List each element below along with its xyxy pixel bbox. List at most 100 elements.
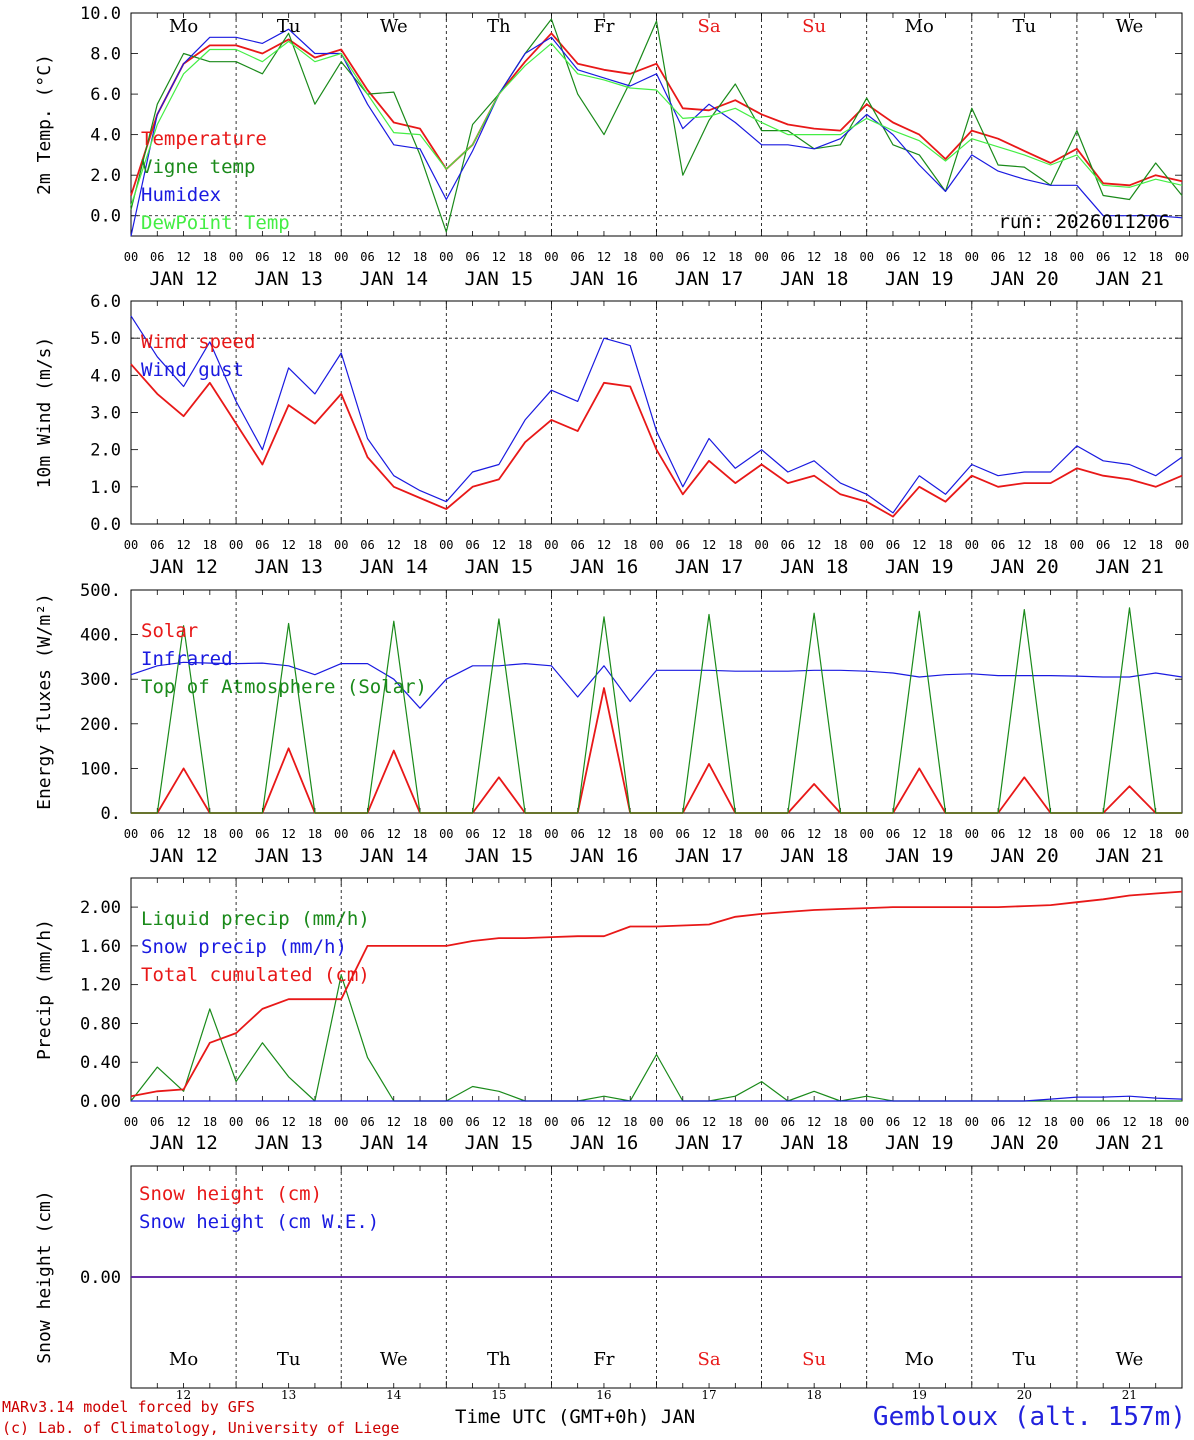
legend-entry: Infrared	[141, 648, 233, 670]
weekday-label-top: Sa	[698, 16, 721, 37]
weekday-label-top: Su	[802, 16, 826, 37]
hour-tick-label: 00	[649, 538, 663, 552]
hour-tick-label: 12	[492, 538, 506, 552]
series-line-snow-precip-mm-h-	[131, 1095, 1183, 1102]
hour-tick-label: 00	[1070, 827, 1084, 841]
date-label: JAN 14	[359, 268, 428, 290]
y-tick-label: 4.0	[90, 366, 121, 386]
hour-tick-label: 12	[387, 250, 401, 264]
hour-tick-label: 18	[518, 538, 532, 552]
y-tick-label: 1.20	[80, 976, 121, 996]
hour-tick-label: 06	[255, 250, 269, 264]
hour-tick-label: 06	[150, 1115, 164, 1129]
hour-tick-label: 18	[728, 827, 742, 841]
run-label: run: 2026011206	[998, 211, 1170, 233]
day-number-label: 16	[596, 1388, 611, 1400]
date-label: JAN 19	[885, 845, 954, 867]
credit-line-1: MARv3.14 model forced by GFS	[2, 1398, 255, 1416]
y-axis-label: Precip (mm/h)	[34, 919, 55, 1060]
hour-tick-label: 12	[597, 1115, 611, 1129]
hour-tick-label: 00	[859, 1115, 873, 1129]
hour-tick-label: 06	[676, 1115, 690, 1129]
y-tick-label: 100.	[80, 759, 121, 779]
y-tick-label: 4.0	[90, 126, 121, 146]
hour-tick-label: 12	[807, 1115, 821, 1129]
date-label: JAN 16	[570, 268, 639, 290]
y-tick-label: 400.	[80, 626, 121, 646]
hour-tick-label: 00	[859, 538, 873, 552]
hour-tick-label: 06	[570, 538, 584, 552]
hour-tick-label: 12	[387, 827, 401, 841]
hour-tick-label: 00	[1175, 250, 1189, 264]
y-tick-label: 10.0	[80, 4, 121, 24]
hour-tick-label: 18	[308, 827, 322, 841]
date-label: JAN 20	[990, 845, 1059, 867]
day-number-label: 14	[386, 1388, 402, 1400]
day-number-label: 15	[491, 1388, 506, 1400]
y-tick-label: 0.80	[80, 1014, 121, 1034]
y-tick-label: 2.0	[90, 166, 121, 186]
hour-tick-label: 00	[859, 250, 873, 264]
hour-tick-label: 00	[965, 827, 979, 841]
hour-tick-label: 12	[807, 538, 821, 552]
date-label: JAN 20	[990, 1132, 1059, 1154]
date-label: JAN 21	[1095, 845, 1164, 867]
x-axis-label: Time UTC (GMT+0h) JAN	[455, 1406, 696, 1428]
hour-tick-label: 00	[1070, 250, 1084, 264]
legend-entry: Humidex	[141, 184, 221, 206]
hour-tick-label: 18	[938, 538, 952, 552]
date-label: JAN 19	[885, 556, 954, 578]
date-label: JAN 16	[570, 845, 639, 867]
legend-entry: DewPoint Temp	[141, 212, 290, 234]
hour-tick-label: 06	[360, 250, 374, 264]
hour-tick-label: 12	[1122, 250, 1136, 264]
date-label: JAN 15	[465, 268, 534, 290]
hour-tick-label: 06	[676, 538, 690, 552]
hour-tick-label: 12	[702, 538, 716, 552]
y-tick-label: 300.	[80, 670, 121, 690]
hour-tick-label: 06	[781, 250, 795, 264]
hour-tick-label: 00	[754, 1115, 768, 1129]
hour-tick-label: 12	[387, 538, 401, 552]
hour-tick-label: 12	[1017, 250, 1031, 264]
y-tick-label: 500.	[80, 581, 121, 601]
hour-tick-label: 18	[518, 250, 532, 264]
hour-tick-label: 18	[728, 250, 742, 264]
y-tick-label: 0.	[101, 804, 121, 824]
weekday-label-top: Th	[487, 16, 511, 37]
hour-tick-label: 00	[544, 1115, 558, 1129]
weekday-label-top: We	[380, 16, 408, 37]
y-tick-label: 2.0	[90, 441, 121, 461]
hour-tick-label: 12	[807, 250, 821, 264]
hour-tick-label: 12	[387, 1115, 401, 1129]
hour-tick-label: 06	[360, 538, 374, 552]
hour-tick-label: 06	[676, 250, 690, 264]
hour-tick-label: 18	[203, 250, 217, 264]
weekday-label-bottom: Mo	[169, 1349, 198, 1370]
hour-tick-label: 12	[912, 538, 926, 552]
hour-tick-label: 06	[570, 250, 584, 264]
y-axis-label: 10m Wind (m/s)	[34, 337, 55, 489]
day-number-label: 13	[281, 1388, 296, 1400]
weekday-label-top: Fr	[593, 16, 614, 37]
legend-entry: Solar	[141, 620, 198, 642]
hour-tick-label: 12	[807, 827, 821, 841]
date-label: JAN 19	[885, 1132, 954, 1154]
plot-frame	[130, 12, 1183, 237]
hour-tick-label: 12	[492, 827, 506, 841]
hour-tick-label: 12	[912, 827, 926, 841]
hour-tick-label: 12	[492, 1115, 506, 1129]
hour-tick-label: 12	[281, 250, 295, 264]
hour-tick-label: 06	[570, 1115, 584, 1129]
series-line-infrared	[130, 661, 1183, 709]
hour-tick-label: 18	[308, 538, 322, 552]
hour-tick-label: 06	[150, 250, 164, 264]
weekday-label-top: Mo	[169, 16, 198, 37]
date-label: JAN 12	[149, 1132, 218, 1154]
hour-tick-label: 06	[781, 538, 795, 552]
hour-tick-label: 18	[938, 827, 952, 841]
hour-tick-label: 00	[439, 250, 453, 264]
hour-tick-label: 12	[597, 827, 611, 841]
y-tick-label: 8.0	[90, 45, 121, 65]
hour-tick-label: 06	[1096, 1115, 1110, 1129]
